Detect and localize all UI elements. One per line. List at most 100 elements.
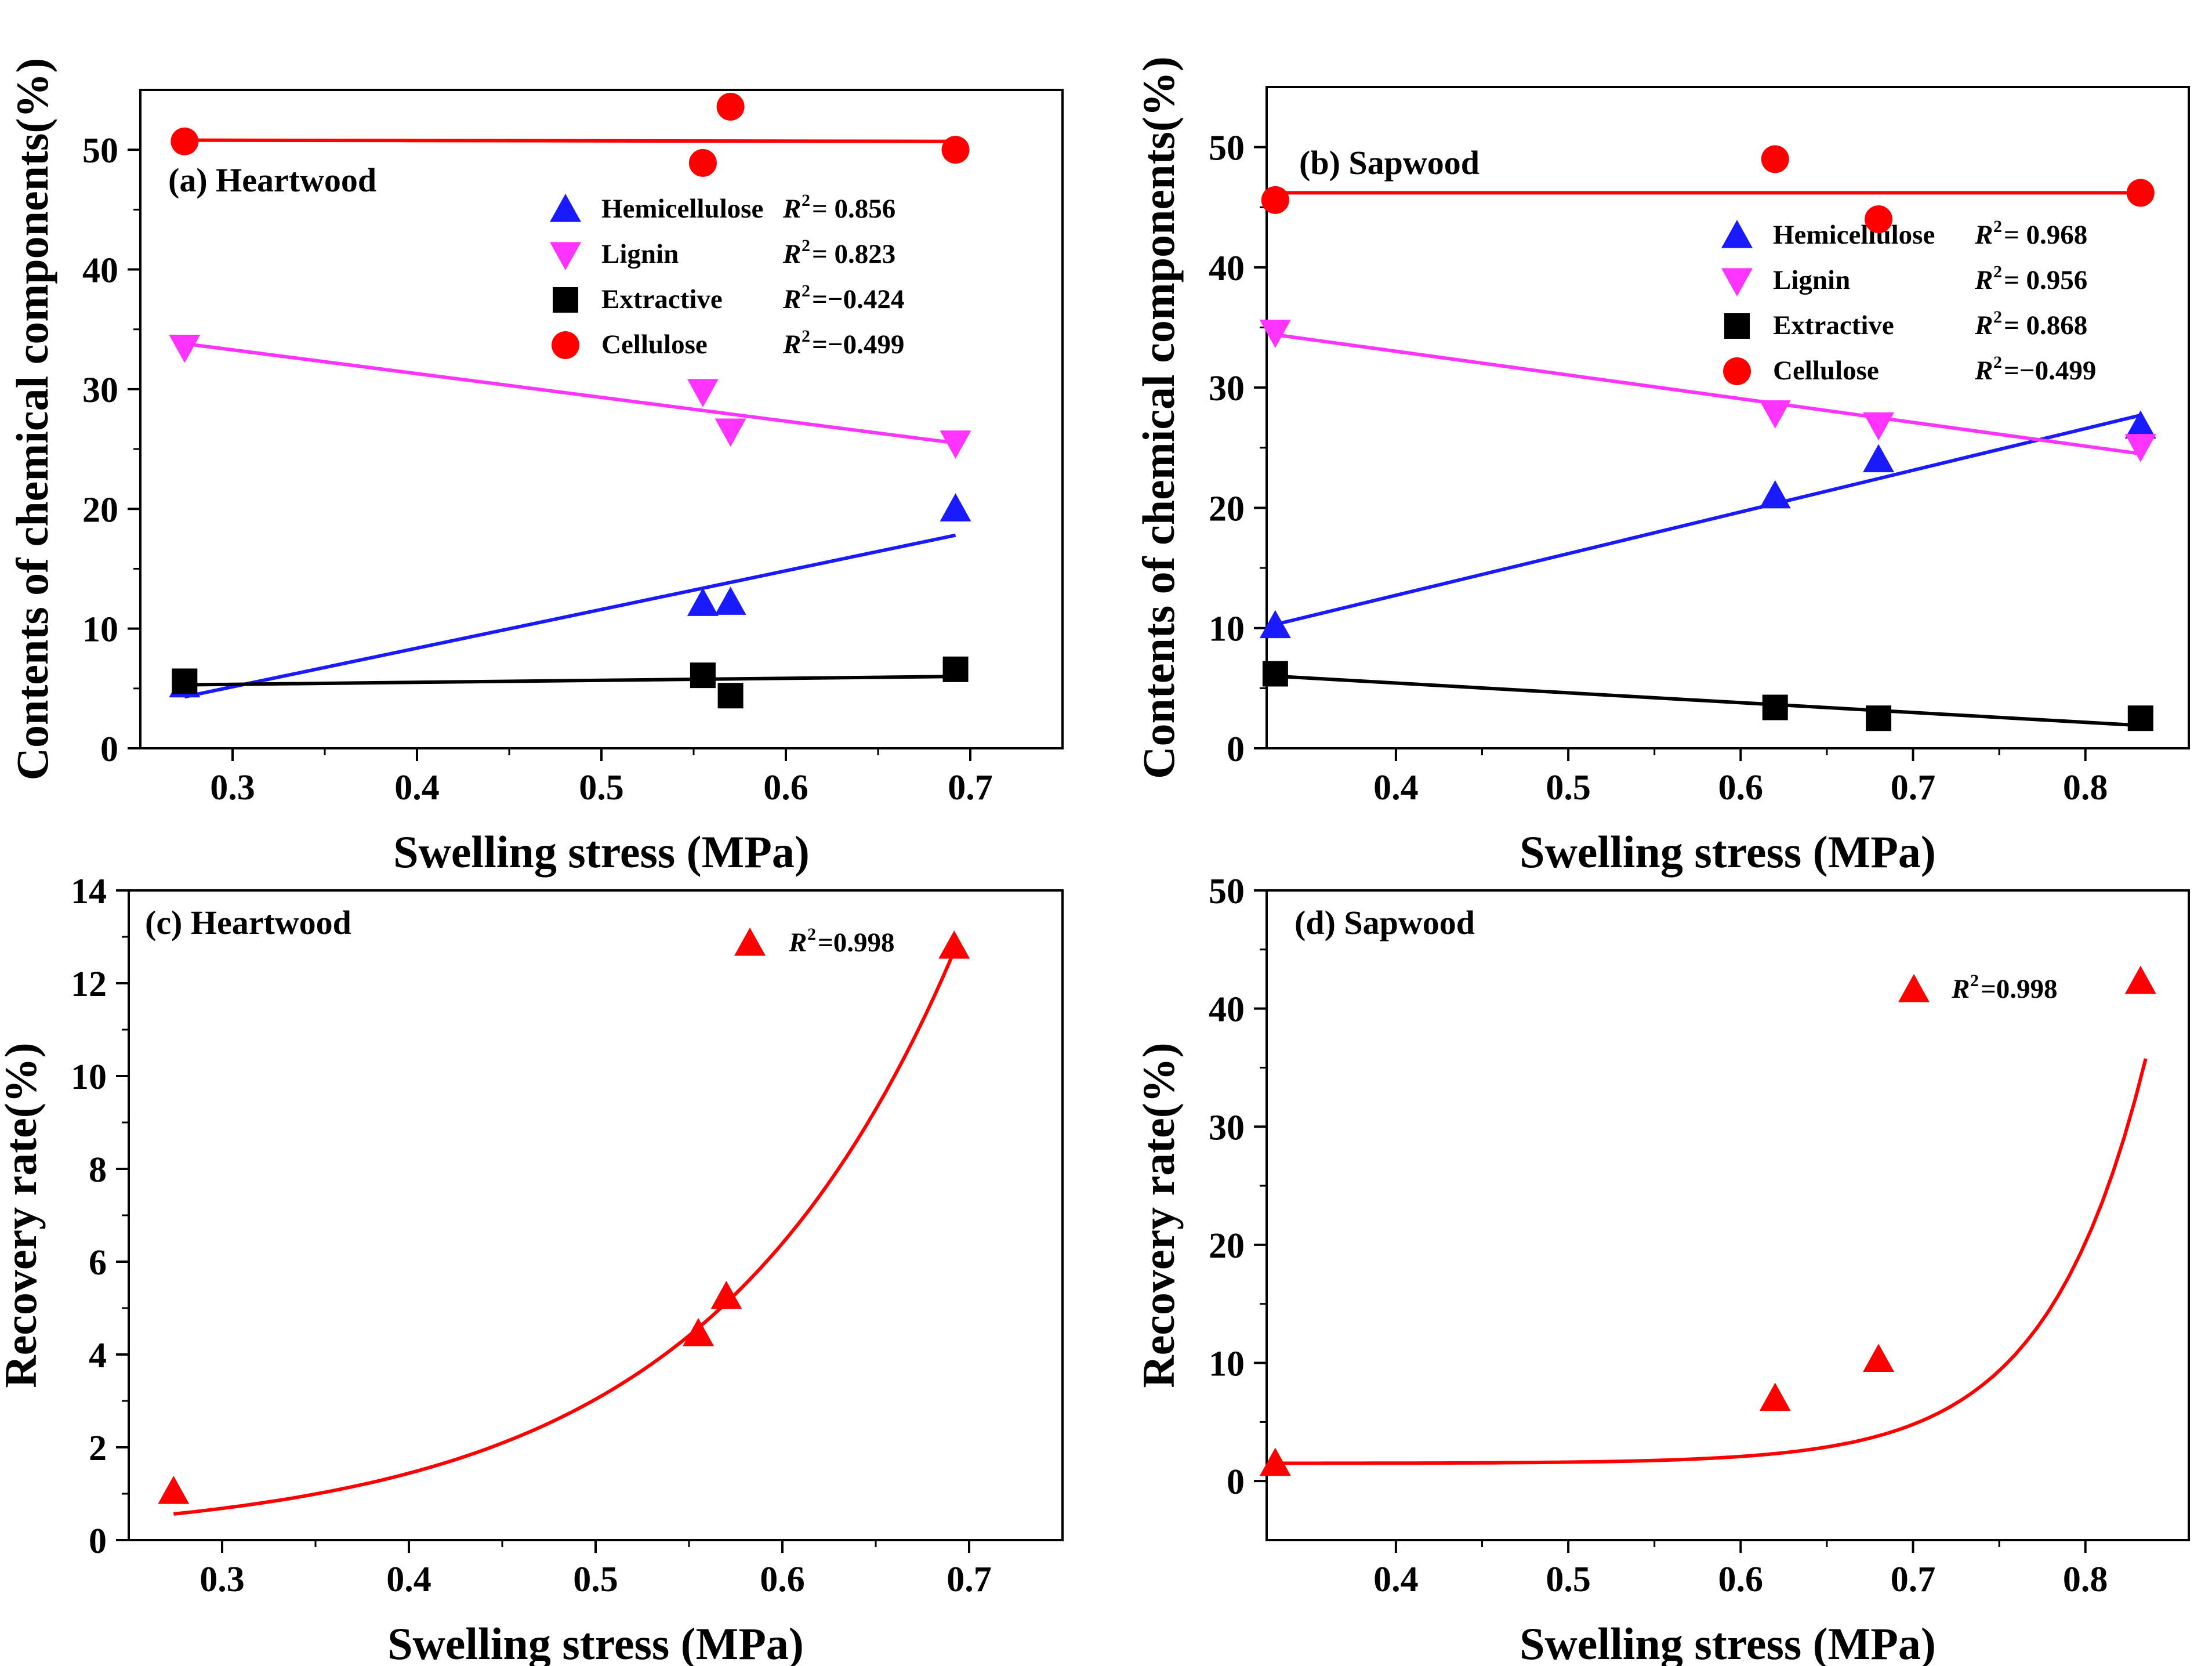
r2-value: =0.998 [1981,974,2058,1004]
legend-marker [553,287,578,313]
x-axis-label: Swelling stress (MPa) [393,827,810,877]
fit-line [184,342,956,445]
y-axis-label: Recovery rate(%) [0,1042,46,1388]
data-point [687,379,719,408]
r2-superscript: 2 [802,236,810,255]
x-tick-label: 0.8 [2063,1560,2108,1599]
r2-label: R [1974,310,1993,341]
x-axis-label: Swelling stress (MPa) [1520,827,1936,877]
fit-line [184,138,956,143]
data-point [690,662,716,689]
r2-value: = 0.968 [2004,220,2087,250]
panel-c: 0.3 0.4 0.5 0.6 0.7 0 2 4 6 8 10 12 14 Swelling stres… [0,872,1064,1666]
y-tick-label: 20 [1209,1226,1245,1266]
x-axis-label: Swelling stress (MPa) [387,1618,804,1666]
legend-label: Lignin [1773,265,1850,295]
legend-marker [1898,974,1930,1002]
data-point [1759,1382,1791,1411]
y-tick-label: 10 [1209,610,1245,649]
y-tick-label: 0 [1227,730,1245,769]
x-tick-label: 0.8 [2063,768,2108,807]
y-tick-label: 30 [1209,369,1245,408]
r2-label: R [1974,220,1993,250]
r2-label: R [1951,974,1970,1004]
y-tick-label: 40 [82,251,118,291]
legend-marker [550,242,581,270]
data-point [1759,400,1791,429]
r2-value: = 0.856 [812,194,895,224]
y-tick-label: 0 [100,730,118,769]
data-point [2126,179,2155,207]
r2-label: R [1974,356,1993,386]
legend-label: Lignin [601,239,679,269]
y-tick-label: 10 [71,1057,107,1097]
data-point [687,588,719,616]
data-point [1259,1447,1291,1476]
legend-label: Cellulose [601,329,708,360]
data-point [169,335,201,363]
r2-value: = 0.868 [2004,310,2087,341]
r2-value: =−0.424 [812,284,904,314]
fit-line [1275,674,2141,727]
data-point [1863,444,1895,473]
data-point [715,418,746,447]
legend-label: Extractive [1773,310,1894,341]
y-tick-label: 12 [71,965,107,1004]
legend-label: Hemicellulose [601,194,763,224]
r2-label: R [782,194,801,224]
y-tick-label: 40 [1209,249,1245,288]
x-tick-label: 0.7 [1891,768,1936,807]
r2-value: =0.998 [818,928,895,958]
data-point [1866,705,1892,731]
fit-line [1275,413,2141,626]
x-tick-label: 0.5 [573,1560,618,1599]
y-tick-label: 20 [82,490,118,530]
data-point [940,430,971,459]
data-point [941,136,970,164]
data-point [688,149,717,177]
data-point [158,1476,190,1504]
data-point [1759,480,1791,509]
r2-superscript: 2 [1993,353,2002,372]
x-tick-label: 0.4 [1373,768,1419,807]
y-axis-label: Recovery rate(%) [1133,1042,1184,1388]
y-tick-label: 6 [89,1243,107,1283]
r2-label: R [782,284,801,314]
r2-value: =−0.499 [2004,356,2096,386]
x-tick-label: 0.7 [1891,1560,1936,1599]
legend-marker [550,194,581,222]
r2-superscript: 2 [807,925,816,944]
x-tick-label: 0.6 [1718,768,1764,807]
x-tick-label: 0.5 [1546,1560,1591,1599]
r2-value: =−0.499 [812,329,904,360]
x-tick-label: 0.6 [760,1560,805,1599]
panel-title: (c) Heartwood [145,904,351,941]
legend-marker [552,331,579,359]
panel-title: (b) Sapwood [1299,144,1479,182]
y-tick-label: 50 [1209,872,1245,911]
y-tick-label: 0 [89,1522,107,1561]
r2-superscript: 2 [802,327,810,346]
y-tick-label: 0 [1227,1462,1245,1502]
data-point [2124,434,2156,462]
r2-value: = 0.956 [2004,265,2087,295]
data-point [717,683,744,709]
panel-title: (a) Heartwood [168,161,376,199]
data-point [683,1318,715,1346]
data-point [942,656,969,682]
panel-a: 0.3 0.4 0.5 0.6 0.7 0 10 20 30 40 50 Swelling stres… [7,58,1064,877]
data-point [1761,145,1789,173]
data-point [1865,205,1893,233]
data-point [1259,320,1291,348]
plot-frame [1265,86,2190,749]
r2-label: R [788,928,807,958]
legend-marker [1721,268,1753,296]
x-tick-label: 0.5 [1546,768,1591,807]
y-tick-label: 50 [1209,129,1245,168]
data-point [172,668,198,694]
x-tick-label: 0.4 [386,1560,431,1599]
x-tick-label: 0.3 [210,768,255,807]
plot-frame [1265,889,2190,1541]
x-tick-label: 0.6 [763,768,808,807]
data-point [1863,1343,1895,1372]
